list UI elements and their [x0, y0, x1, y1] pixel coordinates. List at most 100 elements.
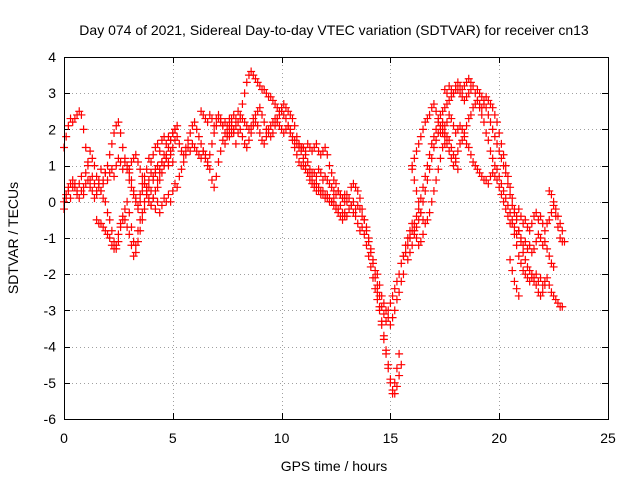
data-point [229, 129, 238, 138]
data-point [425, 208, 434, 217]
data-point [497, 190, 506, 199]
data-point [482, 176, 491, 185]
data-point [382, 306, 391, 315]
data-point [129, 186, 138, 195]
data-point [314, 186, 323, 195]
data-point [373, 270, 382, 279]
y-tick-label: -4 [44, 339, 57, 355]
data-point [310, 143, 319, 152]
data-point [123, 197, 132, 206]
data-point [164, 190, 173, 199]
data-point [412, 234, 421, 242]
data-point [175, 172, 184, 181]
data-point [281, 103, 290, 112]
data-point [112, 161, 121, 170]
data-point [120, 215, 129, 224]
data-point [162, 150, 171, 159]
data-point [377, 317, 386, 326]
data-point [384, 360, 393, 369]
data-point [469, 81, 478, 90]
data-point [164, 132, 173, 141]
data-point [238, 114, 247, 123]
data-point [251, 118, 260, 127]
data-point [266, 121, 275, 130]
data-point [419, 125, 428, 134]
data-point [460, 129, 469, 138]
data-point [523, 262, 532, 271]
data-point [212, 172, 221, 181]
data-point [329, 176, 338, 185]
data-point [351, 212, 360, 221]
series-arc-17 [436, 125, 462, 174]
data-point [395, 371, 404, 380]
y-tick-label: 4 [48, 49, 56, 65]
data-point [412, 212, 421, 221]
data-point [499, 186, 508, 195]
data-point [75, 107, 84, 116]
data-point [340, 190, 349, 199]
series-arc-14 [403, 110, 558, 271]
data-point [486, 118, 495, 127]
data-point [86, 147, 95, 156]
data-point [190, 143, 199, 152]
data-point [488, 168, 497, 177]
data-point [162, 139, 171, 148]
data-point [314, 165, 323, 174]
data-point [253, 107, 262, 116]
data-point [392, 295, 401, 304]
data-point [96, 219, 105, 228]
data-point [355, 194, 364, 203]
data-point [114, 237, 123, 246]
data-point [175, 139, 184, 148]
data-point [388, 291, 397, 300]
data-point [447, 114, 456, 123]
data-point [506, 183, 515, 192]
data-point [186, 129, 195, 138]
data-point [527, 248, 536, 257]
data-point [253, 78, 262, 87]
data-point [499, 161, 508, 170]
data-point [88, 186, 97, 195]
data-point [429, 132, 438, 141]
data-point [260, 139, 269, 148]
data-point [184, 136, 193, 145]
data-point [129, 154, 138, 163]
data-point [312, 139, 321, 148]
data-point [92, 190, 101, 199]
data-point [477, 172, 486, 181]
data-point [144, 176, 153, 185]
data-point [499, 197, 508, 206]
data-point [416, 132, 425, 141]
data-point [75, 194, 84, 203]
data-point [484, 136, 493, 145]
data-point [99, 194, 108, 203]
data-point [421, 186, 430, 195]
data-point [201, 154, 210, 163]
data-point [510, 223, 519, 232]
data-point [451, 129, 460, 138]
series-arc-23 [440, 74, 475, 98]
data-point [532, 237, 541, 246]
data-point [66, 179, 75, 188]
y-tick-label: -1 [44, 230, 57, 246]
data-point [147, 168, 156, 177]
data-point [349, 208, 358, 217]
data-point [136, 215, 145, 224]
x-axis-title: GPS time / hours [281, 458, 388, 474]
data-point [506, 255, 515, 264]
data-point [508, 219, 517, 228]
data-point [210, 121, 219, 130]
data-point [157, 157, 166, 166]
data-point [103, 161, 112, 170]
data-point [127, 176, 136, 185]
data-point [144, 154, 153, 163]
data-point [436, 110, 445, 119]
data-point [547, 259, 556, 268]
data-point [464, 74, 473, 83]
data-point [166, 136, 175, 145]
data-point [295, 157, 304, 166]
data-point [105, 234, 114, 242]
data-point [423, 161, 432, 170]
data-point [179, 157, 188, 166]
data-point [177, 165, 186, 174]
